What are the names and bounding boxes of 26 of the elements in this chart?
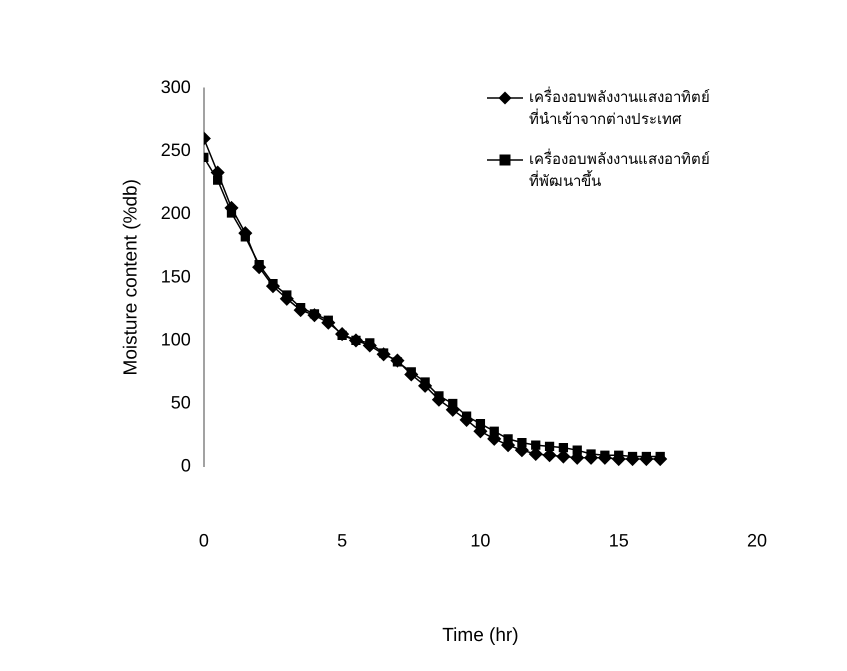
point — [335, 327, 349, 341]
point — [363, 338, 377, 352]
x-tick-label: 20 — [746, 530, 768, 550]
point — [404, 368, 418, 382]
x-axis-title: Time (hr) — [442, 624, 519, 646]
point — [558, 443, 568, 452]
x-tick-label: 10 — [470, 530, 490, 550]
point — [531, 440, 540, 450]
y-axis-title: Moisture content (%db) — [120, 179, 142, 376]
legend-label: เครื่องอบพลังงานแสงอาทิตย์ ที่พัฒนาขึ้น — [529, 148, 710, 190]
legend-label: เครื่องอบพลังงานแสงอาทิตย์ ที่นำเข้าจากต่างประเทศ — [529, 86, 710, 128]
y-tick-label: 50 — [170, 392, 191, 412]
y-tick-label: 100 — [160, 329, 191, 350]
y-tick-label: 150 — [160, 266, 191, 286]
point — [322, 316, 336, 330]
point — [376, 348, 390, 362]
point — [390, 354, 404, 368]
y-tick-label: 250 — [160, 140, 191, 160]
y-tick-label: 200 — [160, 203, 191, 224]
y-tick-label: 0 — [180, 456, 191, 476]
y-tick-label: 300 — [160, 76, 191, 97]
x-tick-label: 15 — [608, 530, 629, 550]
x-tick-label: 0 — [198, 530, 209, 550]
point — [598, 451, 612, 465]
x-tick-label: 5 — [337, 530, 348, 550]
point — [308, 308, 322, 322]
